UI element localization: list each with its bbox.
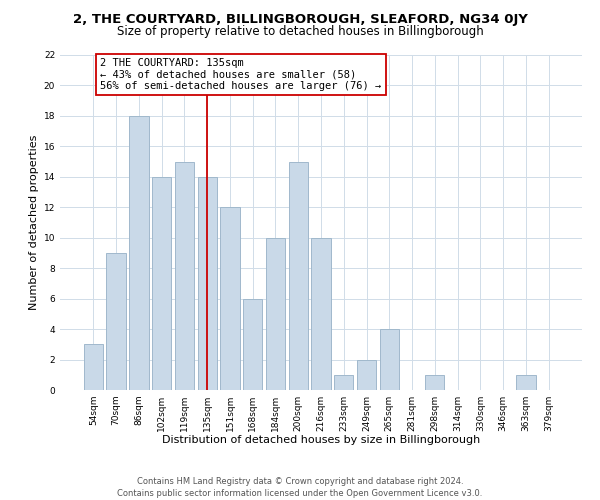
Bar — [84, 344, 103, 390]
Bar — [197, 177, 217, 390]
Bar — [106, 253, 126, 390]
Bar — [516, 375, 536, 390]
Bar — [129, 116, 149, 390]
Bar — [289, 162, 308, 390]
Bar — [425, 375, 445, 390]
Text: Size of property relative to detached houses in Billingborough: Size of property relative to detached ho… — [116, 25, 484, 38]
Text: 2, THE COURTYARD, BILLINGBOROUGH, SLEAFORD, NG34 0JY: 2, THE COURTYARD, BILLINGBOROUGH, SLEAFO… — [73, 12, 527, 26]
Bar — [152, 177, 172, 390]
Bar — [243, 298, 262, 390]
Text: Contains HM Land Registry data © Crown copyright and database right 2024.
Contai: Contains HM Land Registry data © Crown c… — [118, 476, 482, 498]
Bar — [334, 375, 353, 390]
Bar — [175, 162, 194, 390]
Text: 2 THE COURTYARD: 135sqm
← 43% of detached houses are smaller (58)
56% of semi-de: 2 THE COURTYARD: 135sqm ← 43% of detache… — [100, 58, 382, 91]
Bar — [220, 208, 239, 390]
Bar — [311, 238, 331, 390]
Y-axis label: Number of detached properties: Number of detached properties — [29, 135, 40, 310]
Bar — [266, 238, 285, 390]
Bar — [380, 329, 399, 390]
Bar — [357, 360, 376, 390]
X-axis label: Distribution of detached houses by size in Billingborough: Distribution of detached houses by size … — [162, 436, 480, 446]
